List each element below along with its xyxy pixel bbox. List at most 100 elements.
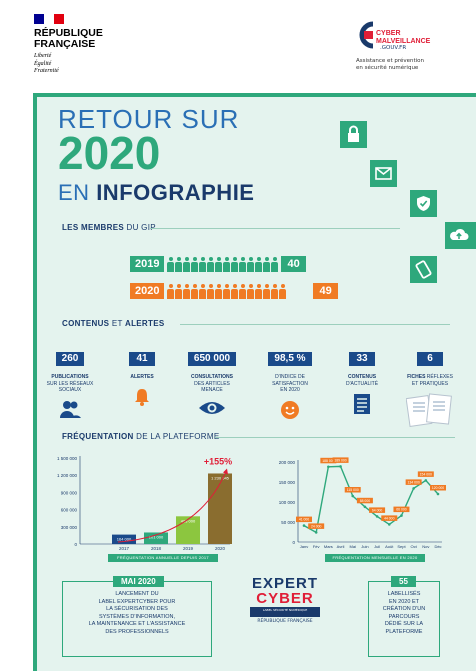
- hero-year: 2020: [58, 127, 161, 179]
- stat-label: ALERTES: [110, 374, 174, 381]
- expert-badge: LABEL SÉCURITÉ NUMÉRIQUE: [250, 607, 320, 617]
- person-icon: [183, 283, 191, 299]
- data-label: 41 000: [299, 518, 309, 522]
- infographic-panel: [33, 93, 476, 671]
- person-icon: [183, 256, 191, 272]
- data-label-bg: [344, 487, 361, 493]
- person-icon: [247, 283, 255, 299]
- data-label-bg: [356, 497, 373, 504]
- x-tick-label: Sept: [397, 544, 406, 549]
- person-icon: [255, 283, 263, 299]
- x-tick-label: Oct: [411, 544, 418, 549]
- stat-value: 33: [349, 352, 375, 366]
- trend-arrow: [223, 468, 228, 475]
- stat-label: CONTENUS D'ACTUALITÉ: [330, 374, 394, 387]
- data-label-bg: [405, 479, 422, 485]
- page-header: RÉPUBLIQUE FRANÇAISE Liberté Égalité Fra…: [0, 0, 476, 90]
- x-tick-label: Nov: [422, 544, 429, 549]
- y-tick-label: 900 000: [61, 490, 78, 495]
- data-point: [314, 531, 318, 534]
- data-label-bg: [393, 506, 410, 513]
- data-label: 44 000: [384, 516, 394, 520]
- data-point: [363, 505, 367, 509]
- person-icon: [167, 256, 175, 272]
- trend-line: [117, 471, 227, 543]
- x-tick-label: Fév: [313, 544, 320, 549]
- members-row-2019: 2019 40: [130, 256, 306, 272]
- data-label-bg: [332, 457, 349, 463]
- brand-domain: .GOUV.FR: [380, 45, 407, 51]
- data-point: [339, 465, 342, 468]
- launch-date: MAI 2020: [113, 576, 164, 587]
- traffic-heading-bold: FRÉQUENTATION: [62, 432, 134, 441]
- data-point: [424, 479, 428, 482]
- stat-tile: 650 000 CONSULTATIONS DES ARTICLES MENACE: [180, 346, 244, 420]
- hero-line3-bold: INFOGRAPHIE: [96, 180, 255, 205]
- expert-rf: RÉPUBLIQUE FRANÇAISE: [257, 619, 313, 624]
- data-label: 154 000: [420, 472, 432, 476]
- person-icon: [279, 283, 287, 299]
- data-point: [400, 514, 403, 517]
- stat-label-bold: ALERTES: [130, 374, 154, 380]
- bar-value-label: 164 000: [117, 537, 132, 542]
- expert-line1: EXPERT: [251, 575, 318, 592]
- content-divider: [180, 324, 450, 325]
- y-tick-label: 50 000: [281, 520, 295, 525]
- brand-name: CYBER MALVEILLANCE: [376, 30, 431, 45]
- brand-tagline: Assistance et prévention en sécurité num…: [356, 58, 425, 71]
- x-tick-label: 2019: [183, 546, 194, 551]
- launch-text: LANCEMENT DU LABEL EXPERTCYBER POUR LA S…: [88, 591, 186, 635]
- person-icon: [247, 256, 255, 272]
- person-icon: [255, 256, 263, 272]
- eye-icon: [180, 400, 244, 420]
- users-icon: [38, 400, 102, 422]
- annual-traffic-chart: 0 300 000 600 000 900 000 1 200 000 1 500 000…: [57, 456, 232, 551]
- stat-label-rest: SUR LES RÉSEAUX SOCIAUX: [46, 380, 94, 394]
- data-point: [387, 523, 391, 526]
- y-tick-label: 0: [74, 542, 77, 547]
- person-icon: [215, 283, 223, 299]
- members-heading-bold: LES MEMBRES: [62, 223, 124, 232]
- members-year-label: 2020: [130, 283, 165, 299]
- y-tick-label: 200 000: [279, 460, 296, 465]
- stat-label-rest: D'INDICE DE SATISFACTION EN 2020: [272, 374, 308, 393]
- y-tick-label: 100 000: [279, 500, 296, 505]
- data-label: 188 000: [322, 459, 334, 463]
- bar: [144, 532, 168, 544]
- bell-icon: [110, 387, 174, 411]
- labelled-text: LABELLISÉS EN 2020 ET CRÉATION D'UN PARC…: [382, 591, 426, 635]
- stat-value: 260: [55, 352, 85, 366]
- content-heading-bold2: ALERTES: [125, 319, 165, 328]
- expertcyber-launch-box: MAI 2020 LANCEMENT DU LABEL EXPERTCYBER …: [62, 576, 212, 657]
- person-icon: [175, 256, 183, 272]
- stat-label-rest: D'ACTUALITÉ: [345, 380, 379, 387]
- data-point: [351, 494, 355, 498]
- stat-label-bold: CONSULTATIONS: [191, 374, 233, 380]
- bar-value-label: 201 000: [149, 534, 164, 539]
- person-icon: [207, 256, 215, 272]
- smiley-icon: [258, 400, 322, 424]
- stat-label: PUBLICATIONS SUR LES RÉSEAUX SOCIAUX: [38, 374, 102, 394]
- y-tick-label: 0: [292, 540, 295, 545]
- y-tick-label: 1 200 000: [57, 473, 78, 478]
- hero-line3-prefix: EN: [58, 180, 97, 205]
- x-tick-label: 2020: [215, 546, 226, 551]
- x-tick-label: Août: [385, 544, 394, 549]
- y-tick-label: 1 500 000: [57, 456, 78, 461]
- stat-label-rest: DES ARTICLES MENACE: [194, 380, 230, 394]
- data-label-bg: [308, 523, 325, 529]
- person-icon: [239, 256, 247, 272]
- phone-icon: [410, 256, 437, 283]
- members-row-2020: 2020 49: [130, 283, 338, 299]
- members-count: 40: [281, 256, 306, 272]
- data-point: [375, 515, 379, 518]
- leaflet-icon: [398, 393, 462, 431]
- stat-tile: 41 ALERTES: [110, 346, 174, 411]
- person-icon: [215, 256, 223, 272]
- data-point: [302, 524, 306, 527]
- person-icon: [223, 283, 231, 299]
- french-flag-icon: [34, 14, 64, 24]
- data-label: 24 000: [311, 524, 321, 528]
- stat-value: 41: [129, 352, 155, 366]
- person-icon: [175, 283, 183, 299]
